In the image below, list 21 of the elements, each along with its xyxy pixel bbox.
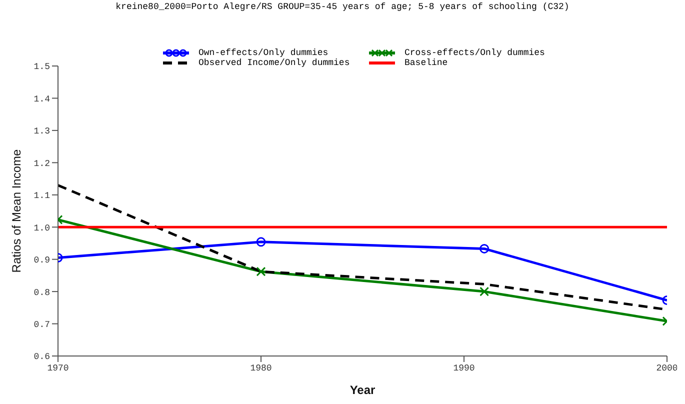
y-axis-title: Ratios of Mean Income bbox=[9, 148, 24, 273]
y-tick-label: 0.6 bbox=[34, 352, 50, 362]
y-tick-label: 1.3 bbox=[34, 126, 50, 137]
y-tick-label: 1.0 bbox=[34, 223, 50, 234]
legend-label: Baseline bbox=[404, 58, 449, 68]
x-tick-label: 1970 bbox=[47, 363, 69, 374]
legend-label: Observed Income/Only dummies bbox=[198, 58, 351, 68]
x-tick-label: 1980 bbox=[250, 363, 272, 374]
y-tick-label: 0.8 bbox=[34, 288, 50, 298]
y-tick-label: 0.9 bbox=[34, 256, 50, 266]
x-tick-label: 1990 bbox=[453, 363, 475, 374]
chart-title: kreine80_2000=Porto Alegre/RS GROUP=35-45 years of age; 5-8 years of schooling (C32) bbox=[114, 2, 570, 12]
y-tick-label: 0.7 bbox=[34, 320, 50, 330]
y-tick-label: 1.4 bbox=[34, 94, 50, 104]
y-tick-label: 1.1 bbox=[34, 191, 50, 202]
x-axis-title: Year bbox=[350, 383, 376, 397]
legend-label: Cross-effects/Only dummies bbox=[404, 48, 546, 58]
y-tick-label: 1.2 bbox=[34, 158, 50, 169]
y-tick-label: 1.5 bbox=[34, 62, 50, 72]
legend-label: Own-effects/Only dummies bbox=[198, 48, 330, 58]
x-tick-label: 2000 bbox=[656, 363, 678, 374]
